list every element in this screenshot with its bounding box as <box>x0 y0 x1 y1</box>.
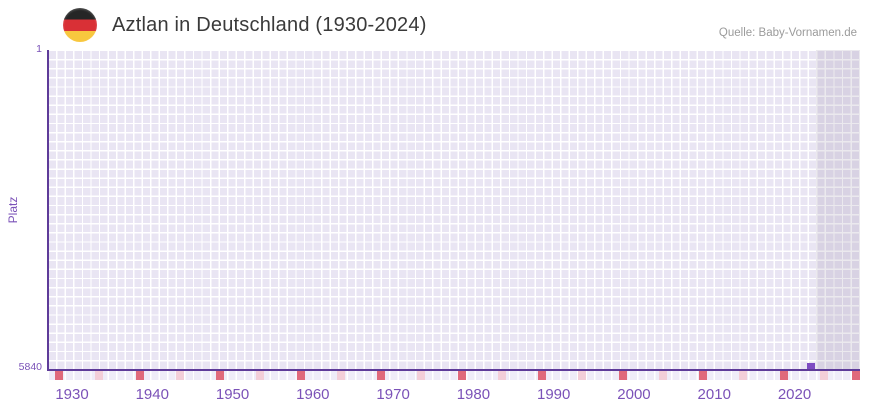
half-decade-tick-mark <box>578 371 586 380</box>
half-decade-tick-mark <box>336 371 345 380</box>
data-point-2022[interactable] <box>807 363 815 369</box>
plot-area <box>47 50 860 371</box>
x-tick-label-1960: 1960 <box>296 386 330 403</box>
half-decade-tick-mark <box>175 371 184 380</box>
half-decade-tick-mark <box>417 371 425 380</box>
half-decade-tick-mark <box>739 371 747 380</box>
decade-tick-mark <box>216 371 224 380</box>
y-axis-tick-top: 1 <box>36 43 42 55</box>
x-tick-label-1950: 1950 <box>215 386 250 403</box>
half-decade-tick-mark <box>658 371 667 380</box>
x-axis-tick-strip <box>49 371 860 380</box>
half-decade-tick-mark <box>95 371 103 380</box>
source-attribution: Quelle: Baby-Vornamen.de <box>718 27 857 39</box>
decade-tick-mark <box>457 371 466 380</box>
decade-tick-mark <box>296 371 305 380</box>
decade-tick-mark <box>538 371 546 380</box>
half-decade-tick-mark <box>256 371 264 380</box>
half-decade-tick-mark <box>497 371 506 380</box>
y-axis-tick-bottom: 5840 <box>18 361 42 373</box>
x-tick-label-1990: 1990 <box>536 386 571 403</box>
x-tick-label-1940: 1940 <box>135 386 169 403</box>
decade-tick-mark <box>135 371 144 380</box>
decade-tick-mark <box>851 371 860 380</box>
decade-tick-mark <box>779 371 788 380</box>
x-tick-label-2000: 2000 <box>617 386 651 403</box>
chart-title: Aztlan in Deutschland (1930-2024) <box>112 14 427 36</box>
half-decade-tick-mark <box>819 371 828 380</box>
x-tick-label-1930: 1930 <box>55 386 89 403</box>
x-tick-label-1970: 1970 <box>376 386 410 403</box>
decade-tick-mark <box>55 371 63 380</box>
recent-years-highlight-band <box>816 50 860 369</box>
decade-tick-mark <box>699 371 707 380</box>
germany-flag-icon <box>63 8 97 42</box>
decade-tick-mark <box>618 371 627 380</box>
x-tick-label-2010: 2010 <box>697 386 731 403</box>
x-tick-label-1980: 1980 <box>456 386 491 403</box>
x-tick-label-2020: 2020 <box>777 386 812 403</box>
decade-tick-mark <box>377 371 385 380</box>
y-axis-label: Platz <box>6 196 20 224</box>
